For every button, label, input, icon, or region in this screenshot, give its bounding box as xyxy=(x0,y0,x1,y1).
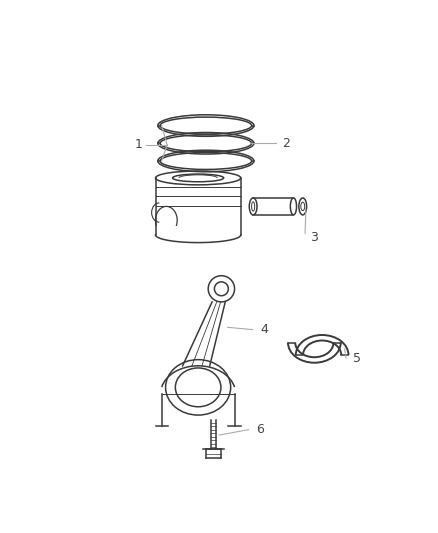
Text: 4: 4 xyxy=(260,323,268,336)
Text: 2: 2 xyxy=(282,137,290,150)
Text: 5: 5 xyxy=(353,352,361,365)
Text: 3: 3 xyxy=(311,231,318,244)
Text: 1: 1 xyxy=(134,138,142,151)
Text: 6: 6 xyxy=(256,423,264,436)
